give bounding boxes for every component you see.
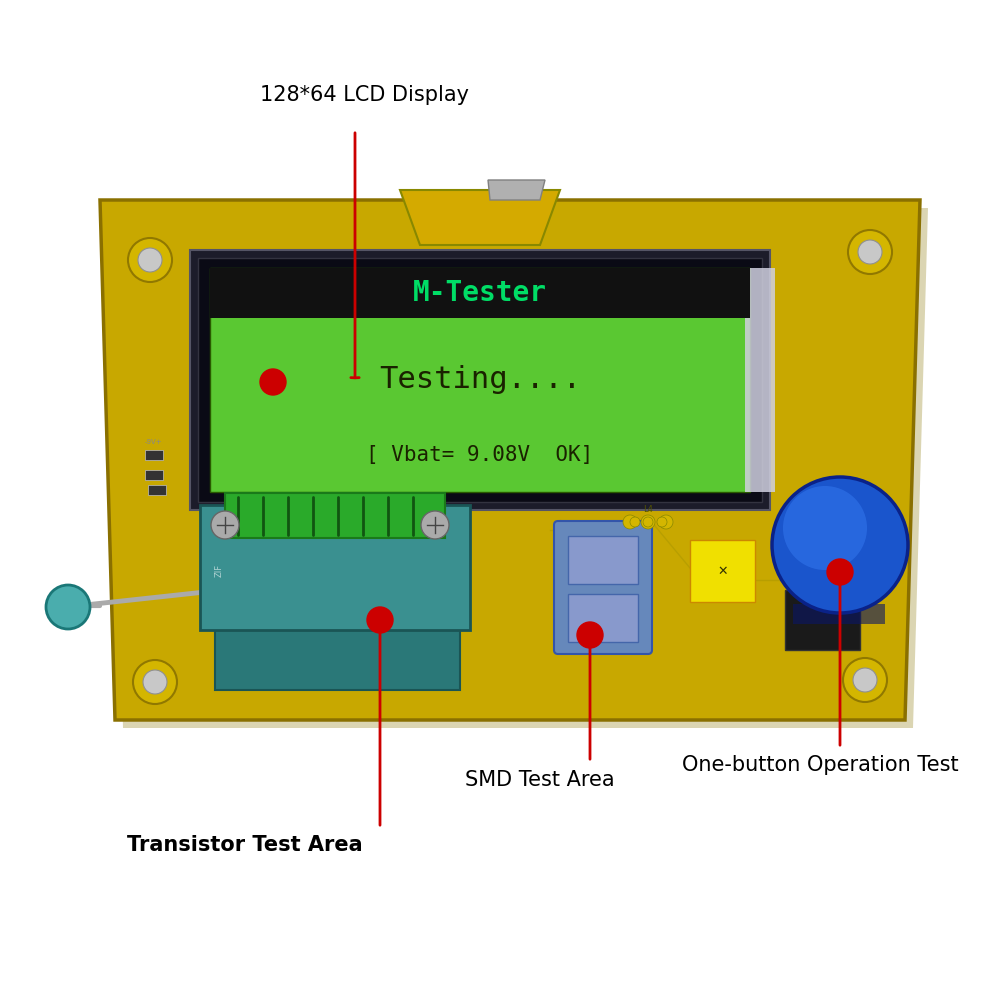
Text: One-button Operation Test: One-button Operation Test [682, 755, 958, 775]
Circle shape [853, 668, 877, 692]
Circle shape [630, 517, 640, 527]
Circle shape [421, 511, 449, 539]
Polygon shape [488, 180, 545, 200]
Text: Transistor Test Area: Transistor Test Area [127, 835, 363, 855]
Circle shape [772, 477, 908, 613]
FancyBboxPatch shape [190, 250, 770, 510]
Circle shape [657, 517, 667, 527]
Circle shape [641, 515, 655, 529]
FancyBboxPatch shape [210, 268, 750, 318]
FancyBboxPatch shape [568, 594, 638, 642]
FancyBboxPatch shape [215, 610, 460, 690]
FancyBboxPatch shape [148, 485, 166, 495]
Circle shape [577, 622, 603, 648]
FancyBboxPatch shape [745, 268, 775, 492]
Circle shape [367, 607, 393, 633]
Text: ZIF: ZIF [215, 563, 224, 577]
Text: M-Tester: M-Tester [413, 279, 547, 307]
Circle shape [659, 515, 673, 529]
FancyBboxPatch shape [554, 521, 652, 654]
Circle shape [827, 559, 853, 585]
Text: [ Vbat= 9.08V  OK]: [ Vbat= 9.08V OK] [366, 445, 594, 465]
Circle shape [138, 248, 162, 272]
Text: L4: L4 [643, 506, 653, 514]
Circle shape [843, 658, 887, 702]
Circle shape [623, 515, 637, 529]
FancyBboxPatch shape [198, 258, 762, 502]
Text: 128*64 LCD Display: 128*64 LCD Display [260, 85, 469, 105]
Text: ✕: ✕ [718, 564, 728, 578]
FancyBboxPatch shape [785, 590, 860, 650]
FancyBboxPatch shape [568, 536, 638, 584]
Circle shape [643, 517, 653, 527]
FancyBboxPatch shape [210, 268, 750, 492]
Circle shape [858, 240, 882, 264]
Polygon shape [100, 200, 920, 720]
Circle shape [133, 660, 177, 704]
FancyBboxPatch shape [225, 493, 445, 538]
Circle shape [143, 670, 167, 694]
FancyBboxPatch shape [145, 450, 163, 460]
Circle shape [260, 369, 286, 395]
Circle shape [46, 585, 90, 629]
Text: Testing....: Testing.... [379, 365, 581, 394]
Polygon shape [400, 190, 560, 245]
Polygon shape [108, 208, 928, 728]
FancyBboxPatch shape [793, 604, 885, 624]
FancyBboxPatch shape [145, 470, 163, 480]
FancyBboxPatch shape [200, 505, 470, 630]
Circle shape [128, 238, 172, 282]
Circle shape [783, 486, 867, 570]
Text: -9V+: -9V+ [145, 439, 163, 445]
FancyBboxPatch shape [690, 540, 755, 602]
Circle shape [848, 230, 892, 274]
Text: SMD Test Area: SMD Test Area [465, 770, 615, 790]
Circle shape [211, 511, 239, 539]
